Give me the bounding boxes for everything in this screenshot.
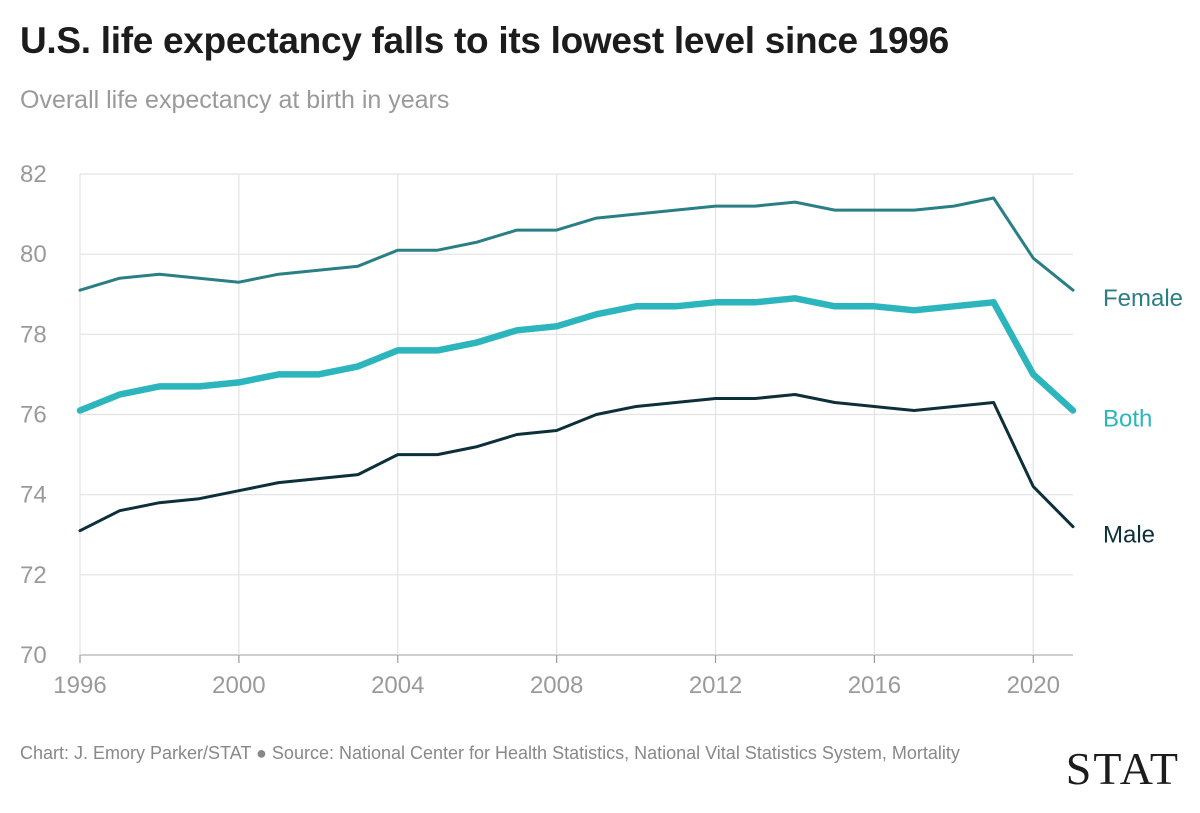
series-label-male: Male	[1103, 522, 1155, 549]
y-tick-label-78: 78	[20, 321, 47, 348]
x-axis-ticks: 1996 2000 2004 2008 2012 2016 2020	[53, 672, 1060, 699]
y-tick-label-70: 70	[20, 642, 47, 669]
chart-source-credit: Chart: J. Emory Parker/STAT ● Source: Na…	[20, 743, 960, 763]
stat-logo: STAT	[1065, 743, 1180, 794]
y-tick-label-74: 74	[20, 482, 47, 509]
chart-subtitle: Overall life expectancy at birth in year…	[20, 86, 450, 114]
series-label-both: Both	[1103, 405, 1152, 432]
x-tick-label-2008: 2008	[530, 672, 583, 699]
x-tick-label-2000: 2000	[212, 672, 265, 699]
series-labels: Female Both Male	[1103, 285, 1183, 548]
series-lines	[76, 196, 1077, 533]
y-tick-label-72: 72	[20, 562, 47, 589]
x-tick-label-2012: 2012	[689, 672, 742, 699]
series-line-female	[78, 196, 1075, 292]
x-tick-label-2020: 2020	[1007, 672, 1060, 699]
x-tick-label-2004: 2004	[371, 672, 424, 699]
x-tick-label-1996: 1996	[53, 672, 106, 699]
y-axis-ticks: 70 72 74 76 78 80 82	[20, 161, 47, 669]
grid-lines	[79, 173, 1073, 663]
chart-title: U.S. life expectancy falls to its lowest…	[20, 20, 949, 61]
y-tick-label-76: 76	[20, 402, 47, 429]
series-line-male	[78, 393, 1075, 533]
series-line-both	[76, 295, 1077, 414]
y-tick-label-82: 82	[20, 161, 47, 188]
series-label-female: Female	[1103, 285, 1183, 312]
x-tick-label-2016: 2016	[848, 672, 901, 699]
y-tick-label-80: 80	[20, 241, 47, 268]
